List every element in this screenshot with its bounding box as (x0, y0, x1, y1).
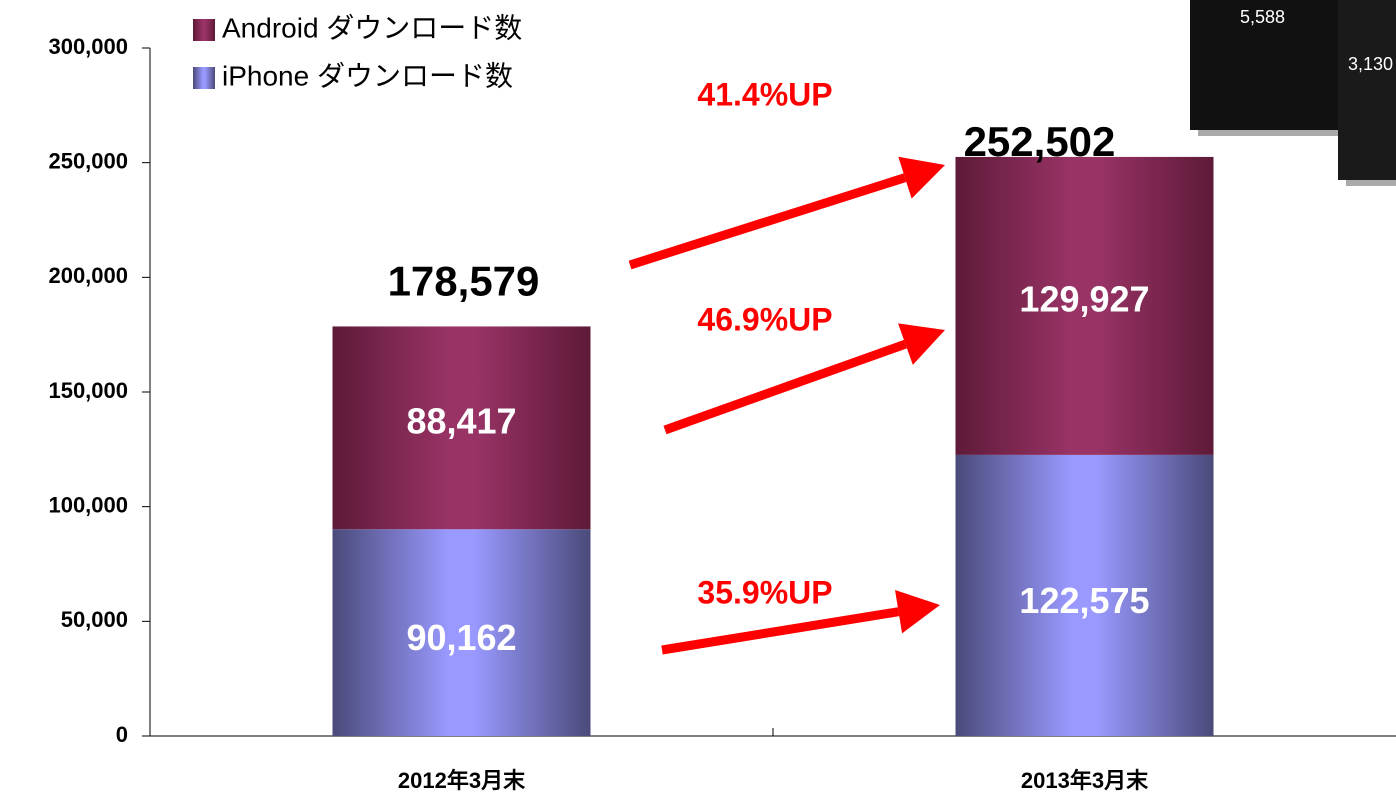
x-tick-label: 2013年3月末 (1021, 768, 1149, 793)
phone-inset: 5,588 3,130 (1190, 0, 1396, 186)
segment-label: 90,162 (406, 617, 516, 658)
y-tick-label: 200,000 (48, 263, 128, 288)
total-label: 252,502 (964, 118, 1116, 165)
inset-text: 5,588 (1240, 7, 1285, 27)
legend-swatch (193, 67, 215, 89)
segment-label: 129,927 (1019, 278, 1149, 319)
y-tick-label: 150,000 (48, 378, 128, 403)
arrow-shaft (663, 339, 907, 435)
growth-annotation: 41.4%UP (697, 76, 832, 112)
x-tick-label: 2012年3月末 (398, 768, 526, 793)
bar-segment (332, 326, 591, 530)
y-tick-label: 50,000 (61, 607, 128, 632)
bar-segment (955, 454, 1214, 736)
arrow-shaft (661, 607, 900, 655)
segment-label: 122,575 (1019, 580, 1149, 621)
segment-label: 88,417 (406, 400, 516, 441)
growth-annotation: 35.9%UP (697, 574, 832, 610)
total-label: 178,579 (388, 258, 540, 305)
y-tick-label: 250,000 (48, 148, 128, 173)
y-tick-label: 0 (116, 722, 128, 747)
bar-segment (955, 156, 1214, 455)
y-tick-label: 300,000 (48, 34, 128, 59)
bar-segment (332, 529, 591, 736)
growth-annotation: 46.9%UP (697, 301, 832, 337)
y-tick-label: 100,000 (48, 492, 128, 517)
inset-text: 3,130 (1348, 54, 1393, 74)
arrow-shaft (628, 173, 907, 270)
legend-label: Android ダウンロード数 (222, 12, 522, 43)
arrow-head (898, 323, 945, 365)
legend-label: iPhone ダウンロード数 (222, 60, 513, 91)
arrow-head (898, 156, 945, 199)
legend-swatch (193, 19, 215, 41)
arrow-head (895, 589, 940, 634)
